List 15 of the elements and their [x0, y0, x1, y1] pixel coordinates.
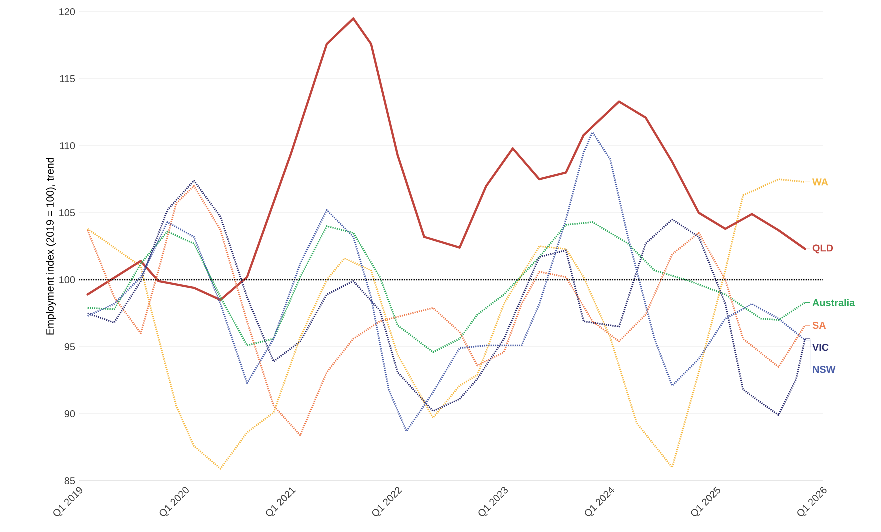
y-tick-label: 105	[60, 209, 76, 217]
legend-label: WA	[812, 178, 828, 186]
y-tick-label: 90	[64, 410, 76, 418]
y-tick-label: 115	[60, 76, 76, 82]
text: NSW	[813, 366, 836, 374]
y-tick-label: 95	[64, 343, 76, 351]
legend-label: SA	[812, 322, 826, 330]
y-axis-title: Employment index (2019 = 100), trend	[46, 158, 56, 335]
y-tick-label: 100	[60, 276, 76, 284]
legend-label: QLD	[812, 244, 834, 254]
y-tick-label: 120	[60, 8, 76, 16]
legend-label: VIC	[812, 344, 829, 352]
y-tick-label: 110	[60, 142, 76, 150]
y-tick-label: 85	[64, 477, 76, 485]
legend-label: Australia	[812, 299, 856, 306]
